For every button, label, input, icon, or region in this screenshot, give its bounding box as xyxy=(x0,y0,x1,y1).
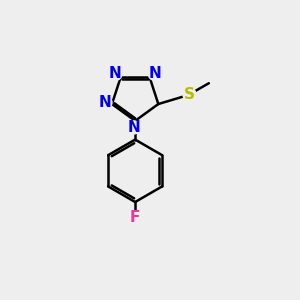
Circle shape xyxy=(109,67,122,80)
Circle shape xyxy=(148,67,161,80)
Text: F: F xyxy=(130,210,140,225)
Text: N: N xyxy=(127,120,140,135)
Circle shape xyxy=(99,96,112,109)
Circle shape xyxy=(129,211,142,224)
Text: N: N xyxy=(109,66,122,81)
Text: N: N xyxy=(99,95,112,110)
Text: S: S xyxy=(184,87,195,102)
Circle shape xyxy=(183,88,196,101)
Text: N: N xyxy=(148,66,161,81)
Circle shape xyxy=(127,121,140,134)
